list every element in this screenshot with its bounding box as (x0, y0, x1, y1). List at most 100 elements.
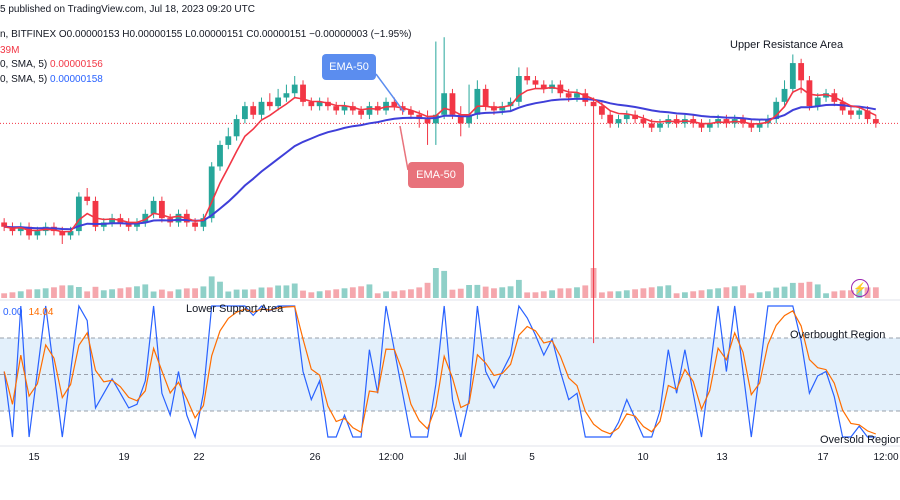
volume-bar (316, 291, 323, 298)
candle-body (424, 119, 431, 124)
candle-body (175, 213, 182, 223)
candle-body (300, 84, 306, 102)
volume-bar (839, 290, 846, 298)
candle-body (258, 101, 265, 115)
volume-bar (872, 287, 879, 298)
volume-bar (557, 288, 564, 298)
volume-bar (499, 287, 506, 298)
candle-body (632, 114, 638, 120)
volume-bar (657, 286, 663, 298)
volume-bar (806, 281, 813, 298)
candle-body (715, 119, 722, 124)
volume-bar (416, 287, 423, 298)
volume-bar (275, 285, 282, 298)
volume-bar (424, 282, 431, 298)
candle-body (1, 222, 8, 227)
x-tick-label: 15 (28, 452, 40, 463)
volume-bar (283, 285, 290, 298)
candle-body (125, 222, 132, 227)
sma-fast-value: 0.00000156 (50, 59, 103, 70)
volume-bar (200, 286, 207, 298)
candle-body (814, 97, 821, 107)
stoch-d-value: 14.04 (28, 307, 54, 318)
candle-body (208, 166, 215, 219)
volume-bar (125, 287, 132, 298)
candle-body (515, 76, 522, 102)
stoch-k-line (3, 304, 876, 440)
candle-body (864, 110, 871, 120)
candle-body (250, 106, 257, 115)
candle-body (291, 84, 298, 94)
volume-bar (565, 288, 572, 298)
volume-bar (300, 290, 306, 298)
volume-bar (167, 291, 174, 298)
sma-slow-value: 0.00000158 (50, 74, 103, 85)
candle-body (150, 200, 157, 214)
candle-body (158, 200, 165, 219)
volume-bar (598, 292, 605, 298)
volume-bar (773, 287, 780, 298)
symbol-label: n, BITFINEX (0, 29, 57, 40)
ema-slow-line (4, 97, 876, 231)
volume-bar (358, 286, 365, 298)
volume-bar (798, 282, 805, 298)
candle-body (341, 106, 348, 111)
candle-body (872, 119, 879, 124)
volume-bar (449, 289, 456, 298)
volume-bar (540, 291, 547, 298)
sma-fast-legend: 0, SMA, 5) 0.00000156 (0, 59, 103, 70)
volume-bar (399, 290, 406, 298)
candle-body (457, 114, 464, 124)
volume-bar (457, 288, 464, 298)
stoch-d-line (3, 305, 877, 435)
candle-body (607, 114, 614, 124)
candle-body (848, 110, 854, 115)
x-tick-label: 17 (817, 452, 829, 463)
volume-bar (258, 287, 265, 298)
sma-fast-label: 0, SMA, 5) (0, 59, 48, 70)
candle-body (615, 119, 622, 124)
candle-body (706, 123, 713, 128)
candle-body (640, 119, 647, 124)
candle-body (374, 106, 381, 111)
candle-body (565, 93, 572, 98)
volume-bar (59, 285, 66, 298)
candle-body (524, 76, 531, 81)
volume-bar (408, 289, 414, 298)
volume-bar (150, 291, 157, 298)
tradingview-logo-icon[interactable]: ⚡ (851, 279, 869, 297)
candle-body (225, 136, 232, 145)
volume-bar (217, 281, 223, 298)
lower-support-label: Lower Support Area (186, 303, 284, 315)
candle-body (507, 101, 514, 107)
candle-body (84, 196, 91, 201)
x-tick-label: 10 (637, 452, 649, 463)
candle-body (358, 110, 365, 115)
published-caption: 5 published on TradingView.com, Jul 18, … (0, 4, 255, 15)
candle-body (333, 106, 340, 111)
volume-bar (349, 287, 356, 298)
volume-bar (109, 289, 115, 298)
volume-bar (515, 279, 522, 298)
volume-bar (532, 292, 539, 298)
volume-bar (291, 283, 298, 298)
volume-bar (175, 289, 182, 298)
volume-bar (366, 284, 373, 298)
volume-bar (582, 285, 589, 298)
candle-body (789, 63, 796, 89)
candle-body (242, 106, 248, 120)
x-tick-label: 19 (118, 452, 130, 463)
volume-bar (756, 292, 763, 298)
volume-bar (134, 286, 140, 298)
volume-bar (607, 291, 614, 298)
stoch-k-value: 0.00 (3, 307, 23, 318)
candle-body (266, 101, 273, 107)
candle-body (466, 114, 472, 124)
candle-body (574, 93, 580, 98)
candle-body (781, 88, 788, 102)
candle-body (59, 231, 66, 236)
volume-bar (665, 285, 672, 298)
candle-body (532, 80, 539, 85)
volume-bar (482, 286, 489, 298)
